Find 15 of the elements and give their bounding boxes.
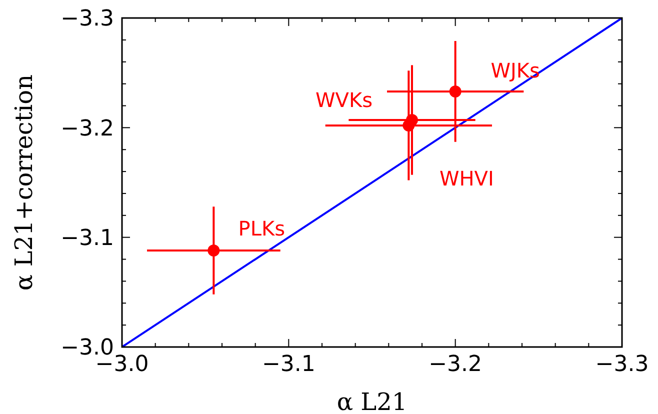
annotation: WVKs	[316, 88, 372, 112]
annotation: WHVI	[439, 166, 494, 190]
y-tick-label: −3.3	[60, 6, 114, 32]
point	[208, 244, 220, 256]
y-tick-label: −3.1	[60, 226, 114, 252]
y-tick-label: −3.2	[60, 116, 114, 142]
x-tick-label: −3.1	[262, 352, 316, 377]
x-axis-title: α L21	[336, 388, 408, 414]
point	[449, 85, 462, 98]
y-axis-title: α L21+correction	[10, 74, 38, 291]
annotation: PLKs	[238, 216, 286, 240]
y-tick-label: −3.0	[60, 336, 114, 361]
x-tick-label: −3.2	[428, 352, 482, 377]
annotation: WJKs	[490, 58, 540, 82]
x-tick-label: −3.3	[595, 352, 649, 377]
